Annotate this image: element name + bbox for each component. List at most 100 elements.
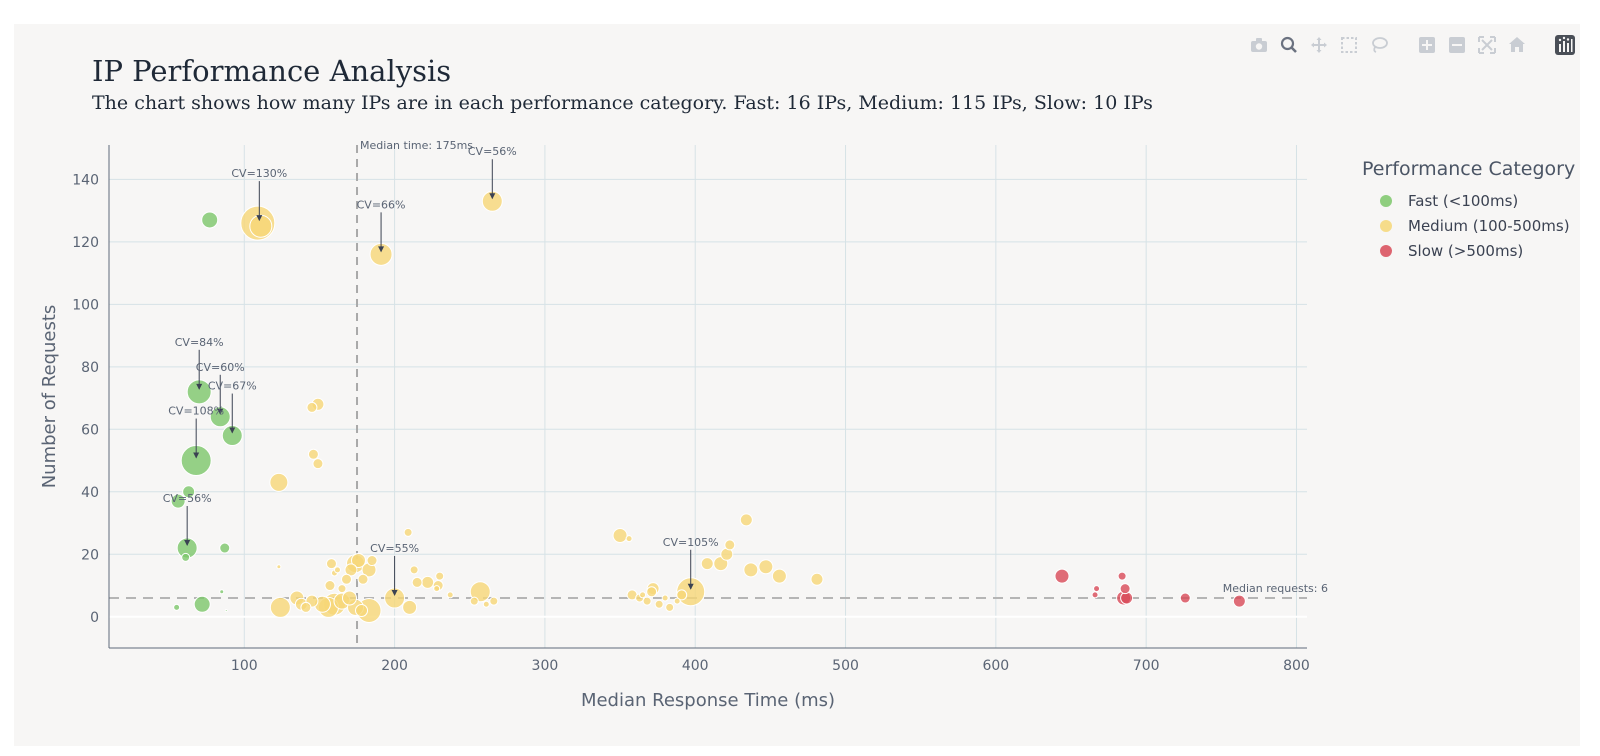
legend-marker-slow — [1380, 244, 1392, 257]
data-point — [661, 594, 669, 602]
legend-item-medium[interactable]: Medium (100-500ms) — [1362, 213, 1575, 238]
chart-panel — [14, 24, 1580, 746]
data-point — [700, 557, 714, 571]
legend-label-medium: Medium (100-500ms) — [1408, 216, 1570, 235]
data-point — [1119, 583, 1131, 595]
data-point — [337, 584, 347, 594]
data-point — [646, 586, 658, 598]
y-axis-title: Number of Requests — [39, 305, 60, 489]
annotation-label: CV=60% — [196, 361, 245, 374]
data-point — [625, 535, 633, 543]
plotly-logo-icon[interactable] — [1554, 34, 1576, 56]
annotation-arrowhead — [256, 215, 263, 222]
data-point — [306, 401, 318, 413]
data-point — [642, 596, 652, 606]
x-axis-title: Median Response Time (ms) — [581, 690, 835, 711]
annotation-arrowhead — [184, 540, 191, 547]
data-point — [307, 448, 319, 460]
grid-lines — [109, 145, 1307, 648]
legend-marker-medium — [1380, 219, 1392, 232]
data-point — [446, 591, 454, 599]
autoscale-icon[interactable] — [1476, 34, 1498, 56]
x-tick-label: 400 — [682, 658, 709, 674]
data-point — [269, 472, 289, 492]
legend-label-slow: Slow (>500ms) — [1408, 241, 1524, 260]
data-point — [743, 562, 759, 578]
legend-label-fast: Fast (<100ms) — [1408, 191, 1519, 210]
data-point — [489, 596, 499, 606]
box-select-icon[interactable] — [1338, 34, 1360, 56]
data-point — [182, 485, 196, 499]
data-point — [758, 559, 774, 575]
data-point — [469, 596, 479, 606]
camera-icon[interactable] — [1248, 34, 1270, 56]
data-point — [665, 602, 675, 612]
annotation-arrowhead — [196, 383, 203, 390]
annotation-arrowhead — [217, 408, 224, 415]
data-point — [249, 214, 273, 238]
data-point — [219, 589, 225, 595]
zoom-icon[interactable] — [1278, 34, 1300, 56]
zoom-out-icon[interactable] — [1446, 34, 1468, 56]
data-point — [411, 576, 423, 588]
annotation-label: CV=56% — [163, 492, 212, 505]
zoom-in-icon[interactable] — [1416, 34, 1438, 56]
annotation-label: CV=55% — [370, 542, 419, 555]
data-point — [224, 609, 228, 613]
y-tick-label: 120 — [72, 235, 99, 251]
y-tick-label: 140 — [72, 172, 99, 188]
data-point — [325, 558, 337, 570]
data-point — [170, 493, 186, 509]
data-point — [1091, 591, 1099, 599]
data-point — [1093, 585, 1101, 593]
data-point — [173, 603, 181, 611]
data-point — [409, 565, 419, 575]
annotation-arrowhead — [378, 246, 385, 253]
chart-title: IP Performance Analysis — [92, 54, 452, 88]
data-point — [1232, 594, 1246, 608]
annotation-label: CV=67% — [208, 380, 257, 393]
data-point — [333, 566, 341, 574]
modebar — [1248, 34, 1576, 56]
data-point — [193, 595, 211, 613]
data-point — [342, 590, 358, 606]
data-point — [357, 573, 369, 585]
data-point — [201, 211, 219, 229]
legend-marker-fast — [1380, 194, 1392, 207]
data-point — [351, 553, 367, 569]
x-tick-label: 200 — [381, 658, 408, 674]
data-point — [219, 542, 231, 554]
data-point — [724, 539, 736, 551]
data-point — [612, 528, 628, 544]
data-point — [269, 596, 291, 618]
data-point — [324, 580, 336, 592]
lasso-icon[interactable] — [1368, 34, 1390, 56]
x-tick-label: 800 — [1283, 658, 1310, 674]
legend-item-fast[interactable]: Fast (<100ms) — [1362, 188, 1575, 213]
x-tick-label: 500 — [832, 658, 859, 674]
y-tick-label: 60 — [81, 422, 99, 438]
data-point — [1179, 592, 1191, 604]
pan-icon[interactable] — [1308, 34, 1330, 56]
data-point — [300, 601, 312, 613]
data-point — [433, 585, 441, 593]
annotation-label: CV=84% — [175, 336, 224, 349]
legend: Performance Category Fast (<100ms) Mediu… — [1362, 158, 1575, 263]
annotation-label: CV=108% — [168, 405, 224, 418]
x-tick-label: 700 — [1133, 658, 1160, 674]
data-point — [435, 571, 445, 581]
data-point — [276, 564, 282, 570]
reset-axes-icon[interactable] — [1506, 34, 1528, 56]
data-point — [654, 599, 664, 609]
data-point — [402, 599, 418, 615]
x-tick-label: 300 — [532, 658, 559, 674]
data-point — [366, 555, 378, 567]
annotation-label: CV=66% — [357, 198, 406, 211]
data-point — [673, 597, 681, 605]
y-tick-label: 20 — [81, 547, 99, 563]
data-points — [170, 190, 1246, 624]
legend-item-slow[interactable]: Slow (>500ms) — [1362, 238, 1575, 263]
y-tick-label: 40 — [81, 485, 99, 501]
data-point — [1054, 568, 1070, 584]
